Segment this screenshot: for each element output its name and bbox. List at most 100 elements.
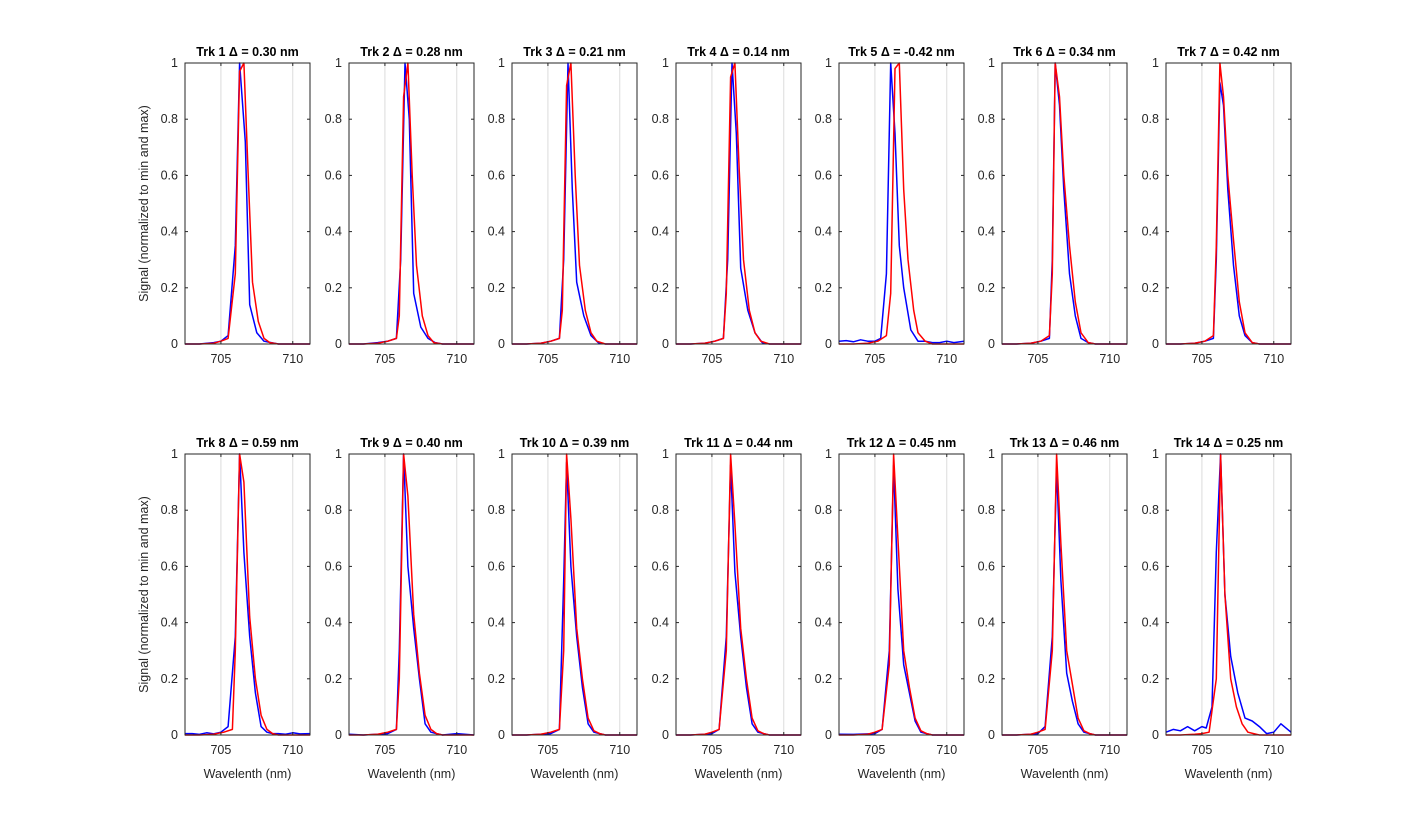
y-tick-label: 0.4 [161, 225, 178, 239]
x-tick-label: 710 [609, 352, 630, 366]
y-tick-label: 0.2 [978, 281, 995, 295]
panel-title: Trk 5 Δ = -0.42 nm [848, 45, 955, 59]
panel-2: 0 0.2 0.4 0.6 0.8 1 705 710 Trk 2 Δ = 0.28 nm [325, 45, 475, 366]
panel-1: 0 0.2 0.4 0.6 0.8 1 705 710 Trk 1 Δ = 0.30 nm [161, 45, 311, 366]
axes-box [675, 62, 802, 345]
y-tick-label: 0.6 [978, 559, 995, 573]
panel-title: Trk 6 Δ = 0.34 nm [1013, 45, 1115, 59]
x-tick-label: 705 [864, 352, 885, 366]
y-tick-label: 0.8 [488, 112, 505, 126]
axes-box [1001, 453, 1128, 736]
y-tick-label: 0.2 [488, 672, 505, 686]
y-tick-label: 0.2 [161, 672, 178, 686]
series-red-line [349, 453, 474, 736]
y-tick-label: 0.8 [815, 503, 832, 517]
x-axis-label: Wavelenth (nm) [368, 767, 456, 781]
axes-box [675, 453, 802, 736]
y-axis-label-row1: Signal (normalized to min and max) [137, 105, 151, 302]
y-tick-label: 0 [171, 728, 178, 742]
panel-title: Trk 9 Δ = 0.40 nm [360, 436, 462, 450]
x-tick-label: 710 [1099, 743, 1120, 757]
y-tick-label: 1 [988, 56, 995, 70]
x-axis-label: Wavelenth (nm) [695, 767, 783, 781]
y-tick-label: 0 [988, 337, 995, 351]
panel-title: Trk 10 Δ = 0.39 nm [520, 436, 629, 450]
axes-box [1165, 453, 1292, 736]
series-blue-line [185, 453, 311, 736]
y-tick-label: 1 [335, 56, 342, 70]
y-tick-label: 0.2 [815, 672, 832, 686]
panel-title: Trk 8 Δ = 0.59 nm [196, 436, 298, 450]
y-tick-label: 1 [498, 447, 505, 461]
y-tick-label: 0 [662, 337, 669, 351]
y-tick-label: 0.4 [1142, 616, 1159, 630]
panel-title: Trk 12 Δ = 0.45 nm [847, 436, 956, 450]
axes-box [1001, 62, 1128, 345]
axes-box [184, 453, 311, 736]
x-tick-label: 710 [1263, 352, 1284, 366]
x-axis-label: Wavelenth (nm) [1021, 767, 1109, 781]
y-tick-label: 0.6 [1142, 559, 1159, 573]
y-tick-label: 0 [825, 728, 832, 742]
x-axis-label: Wavelenth (nm) [531, 767, 619, 781]
series-red-line [1002, 62, 1127, 345]
axes-box [1165, 62, 1292, 345]
y-tick-label: 0.2 [652, 672, 669, 686]
y-tick-label: 1 [1152, 447, 1159, 461]
x-axis-label: Wavelenth (nm) [1185, 767, 1273, 781]
series-red-line [1002, 453, 1127, 736]
y-tick-label: 0.8 [1142, 503, 1159, 517]
x-tick-label: 705 [537, 743, 558, 757]
x-tick-label: 705 [1027, 743, 1048, 757]
y-tick-label: 0.8 [325, 112, 342, 126]
y-tick-label: 0.2 [488, 281, 505, 295]
y-tick-label: 0.2 [978, 672, 995, 686]
plot-area [1166, 454, 1291, 735]
panel-3: 0 0.2 0.4 0.6 0.8 1 705 710 Trk 3 Δ = 0.21 nm [488, 45, 638, 366]
y-tick-label: 0.8 [652, 503, 669, 517]
series-red-line [1166, 453, 1291, 736]
y-tick-label: 1 [498, 56, 505, 70]
panel-9: 0 0.2 0.4 0.6 0.8 1 705 710 Trk 9 Δ = 0.40 nm Wav… [325, 436, 475, 781]
y-tick-label: 0.8 [978, 112, 995, 126]
series-red-line [1166, 62, 1291, 345]
y-tick-label: 0.4 [325, 616, 342, 630]
x-tick-label: 705 [537, 352, 558, 366]
y-tick-label: 0.2 [1142, 672, 1159, 686]
axes-box [511, 453, 638, 736]
x-tick-label: 705 [701, 352, 722, 366]
y-tick-label: 0.2 [815, 281, 832, 295]
y-tick-label: 0 [498, 728, 505, 742]
y-tick-label: 0.6 [978, 168, 995, 182]
axes-box [511, 62, 638, 345]
panel-title: Trk 4 Δ = 0.14 nm [687, 45, 789, 59]
panel-6: 0 0.2 0.4 0.6 0.8 1 705 710 Trk 6 Δ = 0.34 nm [978, 45, 1128, 366]
series-red-line [676, 62, 801, 345]
panel-title: Trk 7 Δ = 0.42 nm [1177, 45, 1279, 59]
panel-8: 0 0.2 0.4 0.6 0.8 1 705 710 Trk 8 Δ = 0.59 nm Wav… [161, 436, 311, 781]
x-tick-label: 705 [864, 743, 885, 757]
x-tick-label: 710 [446, 352, 467, 366]
x-tick-label: 705 [210, 743, 231, 757]
axes-box [838, 453, 965, 736]
y-tick-label: 0.8 [815, 112, 832, 126]
x-tick-label: 710 [609, 743, 630, 757]
series-red-line [839, 62, 964, 345]
y-tick-label: 0 [988, 728, 995, 742]
panel-title: Trk 2 Δ = 0.28 nm [360, 45, 462, 59]
y-tick-label: 0.2 [652, 281, 669, 295]
y-tick-label: 0.6 [1142, 168, 1159, 182]
y-tick-label: 1 [825, 447, 832, 461]
x-tick-label: 705 [1191, 743, 1212, 757]
series-blue-line [838, 62, 965, 344]
y-tick-label: 0.8 [488, 503, 505, 517]
x-tick-label: 710 [1099, 352, 1120, 366]
panel-13: 0 0.2 0.4 0.6 0.8 1 705 710 Trk 13 Δ = 0.46 nm Wa… [978, 436, 1128, 781]
y-tick-label: 0.8 [161, 112, 178, 126]
y-tick-label: 0.8 [325, 503, 342, 517]
y-tick-label: 1 [171, 56, 178, 70]
x-axis-label: Wavelenth (nm) [204, 767, 292, 781]
y-tick-label: 0.8 [978, 503, 995, 517]
y-tick-label: 0 [335, 728, 342, 742]
